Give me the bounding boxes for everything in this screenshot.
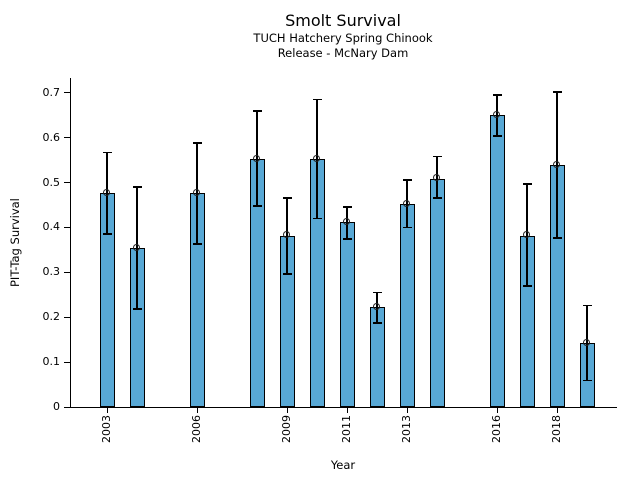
error-bar-cap-bottom xyxy=(522,285,532,288)
x-tick-mark xyxy=(197,408,198,413)
error-bar-cap-bottom xyxy=(252,205,262,208)
x-tick-label: 2016 xyxy=(489,415,503,443)
y-tick-mark xyxy=(64,182,70,184)
y-tick-label: 0.1 xyxy=(42,355,61,369)
y-tick-mark xyxy=(64,406,70,408)
error-bar-cap-top xyxy=(132,186,142,188)
chart-title: Smolt Survival xyxy=(285,11,401,30)
y-tick-mark xyxy=(64,271,70,273)
error-bar-cap-top xyxy=(312,98,322,101)
error-bar-cap-top xyxy=(432,155,442,158)
data-point-marker xyxy=(402,199,410,207)
x-tick-mark xyxy=(347,408,348,413)
y-tick-mark xyxy=(64,361,70,363)
error-bar-cap-top xyxy=(552,91,562,93)
data-point-marker xyxy=(192,189,200,197)
plot-area: 0 0.1 0.2 0.3 0.4 0.5 0.6 0.7 2003 2006 2009 2011 20… xyxy=(43,78,617,443)
data-point-marker xyxy=(102,189,110,197)
error-bar-cap-top xyxy=(102,151,112,154)
error-bar-cap-bottom xyxy=(132,308,142,311)
error-bar-cap-top xyxy=(342,206,352,209)
x-tick-mark xyxy=(107,408,108,413)
error-bar-cap-bottom xyxy=(342,238,352,241)
error-bar-cap-bottom xyxy=(402,226,412,229)
error-bar-cap-top xyxy=(252,110,262,113)
x-tick-mark xyxy=(497,408,498,413)
bar xyxy=(489,115,505,407)
y-tick-label: 0 xyxy=(53,400,60,413)
y-tick-label: 0.2 xyxy=(42,310,61,324)
data-point-marker xyxy=(582,338,590,346)
y-tick-label: 0.6 xyxy=(42,130,61,144)
bar xyxy=(399,203,415,407)
error-bar-cap-bottom xyxy=(552,237,562,240)
y-tick-label: 0.4 xyxy=(42,220,61,234)
data-point-marker xyxy=(552,160,560,168)
error-bar-cap-bottom xyxy=(492,135,502,137)
x-tick-mark xyxy=(407,408,408,413)
bar xyxy=(429,178,445,407)
x-tick-label: 2003 xyxy=(99,415,113,443)
y-tick-mark xyxy=(64,316,70,318)
x-tick-label: 2009 xyxy=(279,415,293,443)
x-tick-label: 2013 xyxy=(399,415,413,443)
x-axis-label: Year xyxy=(330,458,356,472)
error-bar-cap-top xyxy=(522,183,532,186)
data-point-marker xyxy=(342,217,350,225)
data-point-marker xyxy=(522,231,530,239)
data-point-marker xyxy=(432,174,440,182)
y-tick-label: 0.3 xyxy=(42,265,61,279)
x-tick-mark xyxy=(287,408,288,413)
error-bar-cap-top xyxy=(492,93,502,96)
error-bar-cap-top xyxy=(372,291,382,294)
y-tick-label: 0.7 xyxy=(42,85,61,99)
error-bar-cap-top xyxy=(192,142,202,144)
error-bar-cap-top xyxy=(282,196,292,199)
error-bar-cap-bottom xyxy=(282,273,292,276)
bar xyxy=(339,222,355,407)
data-point-marker xyxy=(282,231,290,239)
error-bar-cap-bottom xyxy=(102,232,112,235)
y-tick-mark xyxy=(64,226,70,228)
y-tick-label: 0.5 xyxy=(42,175,61,189)
data-point-marker xyxy=(252,155,260,163)
error-bar-cap-bottom xyxy=(372,322,382,324)
error-bar-cap-bottom xyxy=(432,196,442,199)
error-bar-cap-bottom xyxy=(582,379,592,382)
error-bar-cap-top xyxy=(582,304,592,307)
error-bar-cap-bottom xyxy=(312,217,322,220)
x-tick-label: 2018 xyxy=(549,415,563,443)
data-point-marker xyxy=(312,154,320,162)
chart-subtitle-line2: Release - McNary Dam xyxy=(277,46,409,60)
data-point-marker xyxy=(132,244,140,251)
data-point-marker xyxy=(372,302,380,310)
x-tick-mark xyxy=(557,408,558,413)
error-bar-cap-bottom xyxy=(192,242,202,245)
error-bar-cap-top xyxy=(402,178,412,181)
chart-subtitle-line1: TUCH Hatchery Spring Chinook xyxy=(253,31,433,45)
y-tick-mark xyxy=(64,137,70,139)
x-tick-label: 2006 xyxy=(189,415,203,443)
x-tick-label: 2011 xyxy=(339,415,353,443)
y-tick-mark xyxy=(64,92,70,94)
data-point-marker xyxy=(492,111,500,119)
